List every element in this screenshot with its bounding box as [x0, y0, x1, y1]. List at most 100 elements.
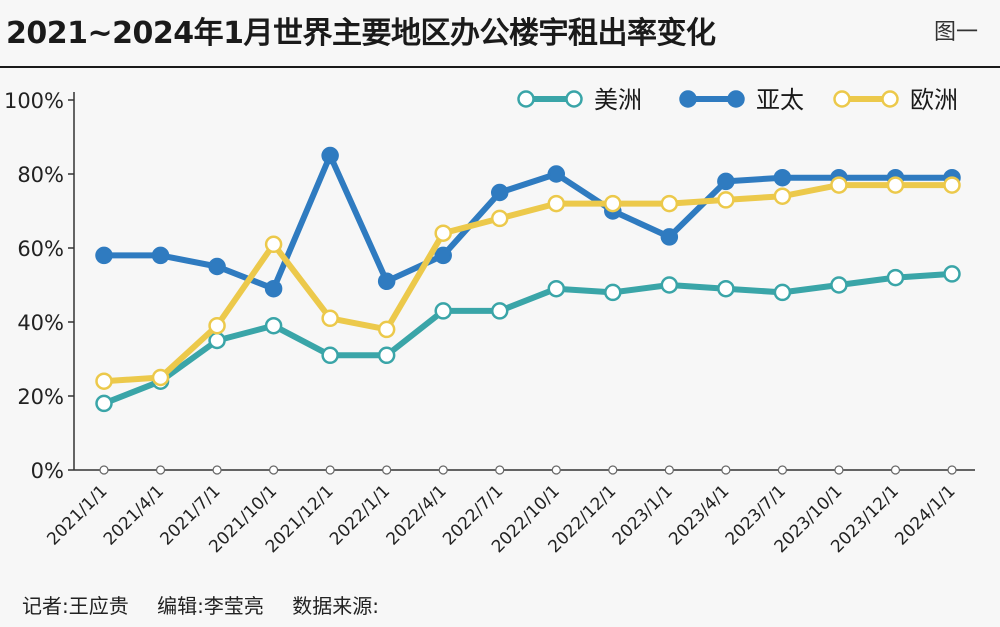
x-tick-label: 2021/1/1 [43, 481, 111, 549]
axes: 0%20%40%60%80%100%2021/1/12021/4/12021/7… [4, 89, 975, 557]
data-point-americas [717, 279, 735, 298]
data-point-asia_pacific [208, 257, 226, 276]
data-point-americas [377, 346, 396, 365]
reporter-credit: 记者:王应贵 [22, 594, 129, 618]
source-credit: 数据来源: [292, 594, 379, 618]
data-point-europe [208, 316, 226, 335]
data-point-europe [490, 209, 509, 228]
x-tick-marker [551, 465, 561, 475]
data-point-americas [604, 283, 622, 302]
data-point-europe [830, 176, 848, 194]
editor-credit: 编辑:李莹亮 [157, 594, 264, 618]
x-tick-label: 2021/4/1 [100, 481, 168, 549]
x-tick-marker [325, 465, 335, 475]
data-point-europe [434, 224, 452, 242]
legend-marker [833, 90, 851, 108]
data-point-americas [490, 302, 509, 320]
x-tick-marker [495, 465, 505, 475]
x-tick-marker [99, 465, 109, 475]
footer: 记者:王应贵 编辑:李莹亮 数据来源: [22, 590, 401, 619]
legend-label: 美洲 [594, 86, 642, 114]
x-tick-marker [890, 465, 901, 475]
data-point-europe [321, 309, 339, 328]
data-point-europe [264, 235, 283, 254]
y-tick-label: 0% [31, 459, 64, 483]
data-point-asia_pacific [321, 146, 339, 165]
data-point-europe [660, 194, 679, 213]
data-point-americas [264, 316, 283, 335]
figure-label: 图一 [933, 20, 978, 45]
data-point-europe [95, 372, 113, 390]
data-point-asia_pacific [773, 168, 792, 187]
y-tick-label: 100% [4, 89, 64, 113]
data-point-asia_pacific [490, 183, 509, 202]
x-tick-marker [438, 465, 448, 475]
series-line-americas [101, 270, 955, 407]
x-tick-label: 2022/1/1 [326, 481, 394, 549]
header-rule [0, 66, 1000, 68]
x-tick-label: 2022/4/1 [383, 481, 451, 549]
x-tick-marker [777, 465, 788, 475]
data-point-asia_pacific [264, 279, 283, 298]
y-tick-label: 40% [17, 311, 64, 335]
x-tick-marker [212, 465, 222, 475]
data-point-europe [717, 191, 735, 209]
x-tick-label: 2023/4/1 [665, 481, 733, 549]
series-asia_pacific [95, 146, 961, 298]
legend-item-asia_pacific: 亚太 [679, 86, 804, 114]
data-point-europe [943, 176, 961, 194]
legend-item-europe: 欧洲 [833, 86, 958, 114]
data-point-europe [773, 187, 792, 205]
data-point-asia_pacific [95, 246, 113, 265]
data-point-europe [547, 194, 566, 213]
data-point-europe [886, 176, 905, 194]
data-point-asia_pacific [434, 246, 452, 265]
series-americas [95, 265, 961, 413]
series-layer [95, 146, 961, 413]
x-tick-marker [269, 465, 279, 475]
x-tick-marker [664, 465, 674, 475]
y-tick-label: 20% [17, 385, 64, 409]
y-tick-label: 60% [17, 237, 64, 261]
data-point-americas [547, 279, 566, 298]
x-tick-marker [155, 465, 166, 475]
data-point-americas [321, 346, 339, 365]
legend: 美洲 亚太 欧洲 [517, 86, 958, 114]
x-tick-marker [608, 465, 618, 475]
series-line-asia_pacific [101, 152, 955, 292]
y-tick-label: 80% [17, 163, 64, 187]
x-tick-marker [721, 465, 731, 475]
data-point-americas [434, 302, 452, 320]
legend-item-americas: 美洲 [517, 86, 642, 114]
legend-marker [727, 90, 745, 108]
x-tick-label: 2024/1/1 [891, 481, 959, 549]
legend-marker [679, 90, 697, 108]
legend-label: 欧洲 [910, 86, 958, 114]
data-point-americas [886, 268, 905, 287]
x-tick-marker [834, 465, 844, 475]
data-point-asia_pacific [717, 172, 735, 191]
data-point-asia_pacific [377, 272, 396, 291]
data-point-americas [95, 394, 113, 413]
data-point-americas [208, 331, 226, 350]
data-point-americas [943, 265, 961, 283]
chart-title: 2021~2024年1月世界主要地区办公楼宇租出率变化 [6, 16, 716, 51]
legend-label: 亚太 [756, 86, 804, 114]
data-point-asia_pacific [151, 246, 170, 265]
legend-marker [517, 90, 535, 108]
x-tick-marker [382, 465, 392, 475]
x-tick-label: 2023/1/1 [609, 481, 677, 549]
data-point-europe [151, 368, 170, 387]
data-point-asia_pacific [660, 228, 679, 246]
legend-marker [881, 90, 899, 108]
data-point-americas [830, 276, 848, 294]
data-point-americas [660, 276, 679, 294]
data-point-asia_pacific [547, 165, 566, 183]
data-point-europe [604, 194, 622, 213]
data-point-americas [773, 283, 792, 302]
legend-marker [565, 90, 583, 108]
x-tick-marker [947, 465, 957, 475]
series-europe [95, 176, 961, 390]
data-point-europe [377, 320, 396, 339]
